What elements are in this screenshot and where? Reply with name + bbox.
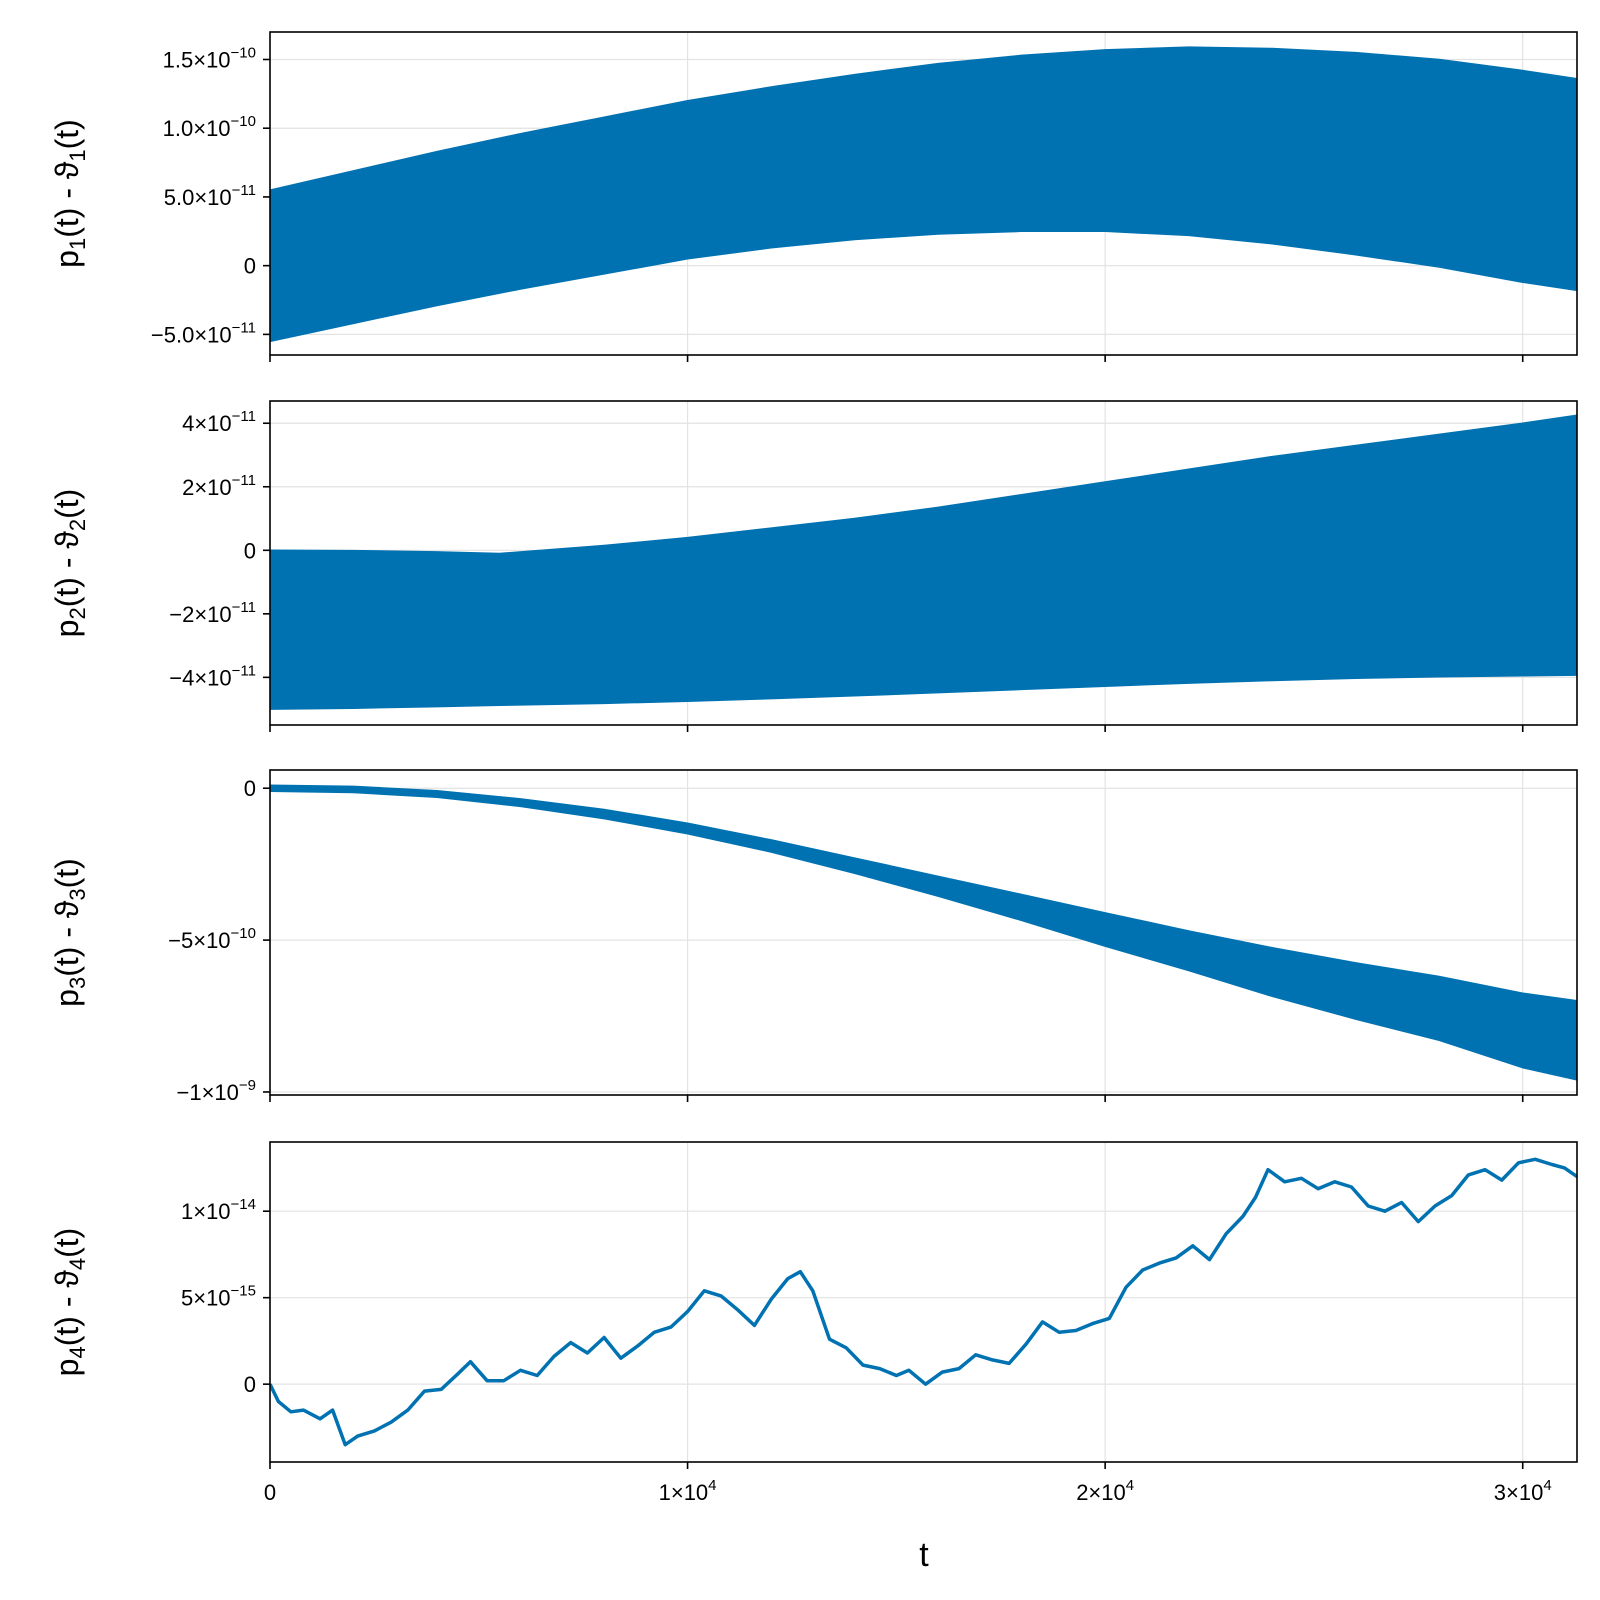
y-axis-label-subscript: 1 bbox=[65, 238, 90, 250]
series-line-4 bbox=[270, 1157, 1577, 1447]
y-tick-label: 1.5×10−10 bbox=[163, 44, 256, 72]
y-axis-label-4: p4(t) - ϑ4(t) bbox=[49, 1228, 90, 1377]
x-tick-label-exponent: 4 bbox=[1126, 1477, 1134, 1494]
x-tick-label-base: 3×10 bbox=[1494, 1480, 1544, 1505]
panel-frame-4 bbox=[269, 1141, 1578, 1463]
y-axis-label-part: p bbox=[49, 250, 85, 268]
y-tick-label-base: 5×10 bbox=[181, 1286, 231, 1311]
y-axis-label-subscript: 4 bbox=[65, 1346, 90, 1358]
x-axis-label: t bbox=[919, 1536, 929, 1574]
y-tick-label-exponent: −10 bbox=[231, 925, 256, 942]
panel-frame-2 bbox=[269, 400, 1578, 726]
y-tick-label: 5.0×10−11 bbox=[164, 182, 256, 210]
y-tick-label: −5×10−10 bbox=[168, 925, 256, 953]
y-tick-label-base: −2×10 bbox=[169, 602, 231, 627]
panels: −5.0×10−1105.0×10−111.0×10−101.5×10−10p1… bbox=[49, 31, 1578, 1469]
y-tick-label-exponent: −10 bbox=[231, 44, 256, 61]
y-tick-label: 4×10−11 bbox=[182, 408, 256, 436]
x-tick-label: 0 bbox=[264, 1480, 276, 1505]
y-axis-label-subscript: 4 bbox=[65, 1258, 90, 1270]
y-tick-label-base: 5.0×10 bbox=[164, 185, 232, 210]
y-tick-label: 0 bbox=[244, 1372, 256, 1397]
y-tick-label: 0 bbox=[244, 254, 256, 279]
x-tick-label-exponent: 4 bbox=[708, 1477, 716, 1494]
y-tick-label-exponent: −11 bbox=[232, 319, 256, 336]
panel-frame-3 bbox=[269, 769, 1578, 1096]
y-axis-label-part: (t) - ϑ bbox=[49, 531, 85, 608]
y-tick-label: −1×10−9 bbox=[176, 1077, 256, 1105]
y-tick-label: 0 bbox=[244, 538, 256, 563]
y-axis-label-part: (t) bbox=[49, 119, 85, 149]
y-axis-label-subscript: 2 bbox=[65, 519, 90, 531]
y-axis-label-part: (t) - ϑ bbox=[49, 900, 85, 977]
y-tick-label: 2×10−11 bbox=[182, 472, 256, 500]
y-tick-label-base: 0 bbox=[244, 1372, 256, 1397]
oscillation-band-2 bbox=[270, 414, 1577, 710]
y-tick-label-base: −1×10 bbox=[176, 1080, 238, 1105]
y-tick-label: −2×10−11 bbox=[169, 599, 256, 627]
y-tick-label-exponent: −11 bbox=[232, 408, 256, 425]
y-tick-label: 1×10−14 bbox=[181, 1196, 256, 1224]
y-tick-label-base: 0 bbox=[244, 254, 256, 279]
y-tick-label-base: 1.5×10 bbox=[163, 47, 231, 72]
x-tick-label-base: 1×10 bbox=[659, 1480, 709, 1505]
x-axis-tick-labels: 0 1×104 2×104 3×104 bbox=[264, 1477, 1552, 1505]
y-tick-label-base: 2×10 bbox=[182, 475, 232, 500]
y-tick-label-exponent: −11 bbox=[232, 662, 256, 679]
x-tick-label-base: 0 bbox=[264, 1480, 276, 1505]
y-tick-label-exponent: −10 bbox=[231, 113, 256, 130]
y-axis-label-part: (t) - ϑ bbox=[49, 1270, 85, 1347]
y-axis-label-3: p3(t) - ϑ3(t) bbox=[49, 858, 90, 1007]
panel-frame-1 bbox=[269, 31, 1578, 356]
y-tick-label-base: 1.0×10 bbox=[163, 116, 231, 141]
y-tick-label-base: 0 bbox=[244, 776, 256, 801]
y-tick-label-exponent: −9 bbox=[239, 1077, 256, 1094]
y-tick-label: 0 bbox=[244, 776, 256, 801]
x-tick-label: 2×104 bbox=[1076, 1477, 1134, 1505]
y-axis-label-part: (t) bbox=[49, 1228, 85, 1258]
panel-1: −5.0×10−1105.0×10−111.0×10−101.5×10−10p1… bbox=[49, 31, 1578, 362]
y-axis-label-part: (t) - ϑ bbox=[49, 161, 85, 238]
y-axis-label-part: (t) bbox=[49, 858, 85, 888]
oscillation-band-1 bbox=[270, 46, 1577, 343]
y-tick-label-base: −4×10 bbox=[169, 665, 231, 690]
y-axis-label-subscript: 3 bbox=[65, 888, 90, 900]
y-axis-label-subscript: 2 bbox=[65, 607, 90, 619]
y-axis-label-1: p1(t) - ϑ1(t) bbox=[49, 119, 90, 268]
x-tick-label: 3×104 bbox=[1494, 1477, 1552, 1505]
y-axis-label-part: p bbox=[49, 620, 85, 638]
y-tick-label: 1.0×10−10 bbox=[163, 113, 256, 141]
y-tick-label-exponent: −11 bbox=[232, 182, 256, 199]
y-tick-label-exponent: −14 bbox=[231, 1196, 256, 1213]
y-axis-label-subscript: 3 bbox=[65, 977, 90, 989]
oscillation-band-3 bbox=[270, 784, 1577, 1081]
y-axis-label-part: (t) bbox=[49, 489, 85, 519]
y-axis-label-part: p bbox=[49, 989, 85, 1007]
y-tick-label-exponent: −11 bbox=[232, 599, 256, 616]
y-axis-label-subscript: 1 bbox=[65, 149, 90, 161]
y-tick-label-exponent: −11 bbox=[232, 472, 256, 489]
y-tick-label-base: −5.0×10 bbox=[151, 322, 232, 347]
x-tick-label: 1×104 bbox=[659, 1477, 717, 1505]
y-tick-label: −5.0×10−11 bbox=[151, 319, 256, 347]
y-tick-label-base: 1×10 bbox=[181, 1199, 231, 1224]
y-tick-label-base: 0 bbox=[244, 538, 256, 563]
y-tick-label: −4×10−11 bbox=[169, 662, 256, 690]
y-tick-label-base: 4×10 bbox=[182, 411, 232, 436]
y-tick-label-base: −5×10 bbox=[168, 928, 230, 953]
y-axis-label-part: p bbox=[49, 1359, 85, 1377]
x-tick-label-exponent: 4 bbox=[1543, 1477, 1551, 1494]
x-tick-label-base: 2×10 bbox=[1076, 1480, 1126, 1505]
y-axis-label-2: p2(t) - ϑ2(t) bbox=[49, 489, 90, 638]
y-tick-label: 5×10−15 bbox=[181, 1283, 256, 1311]
y-tick-label-exponent: −15 bbox=[231, 1283, 256, 1300]
